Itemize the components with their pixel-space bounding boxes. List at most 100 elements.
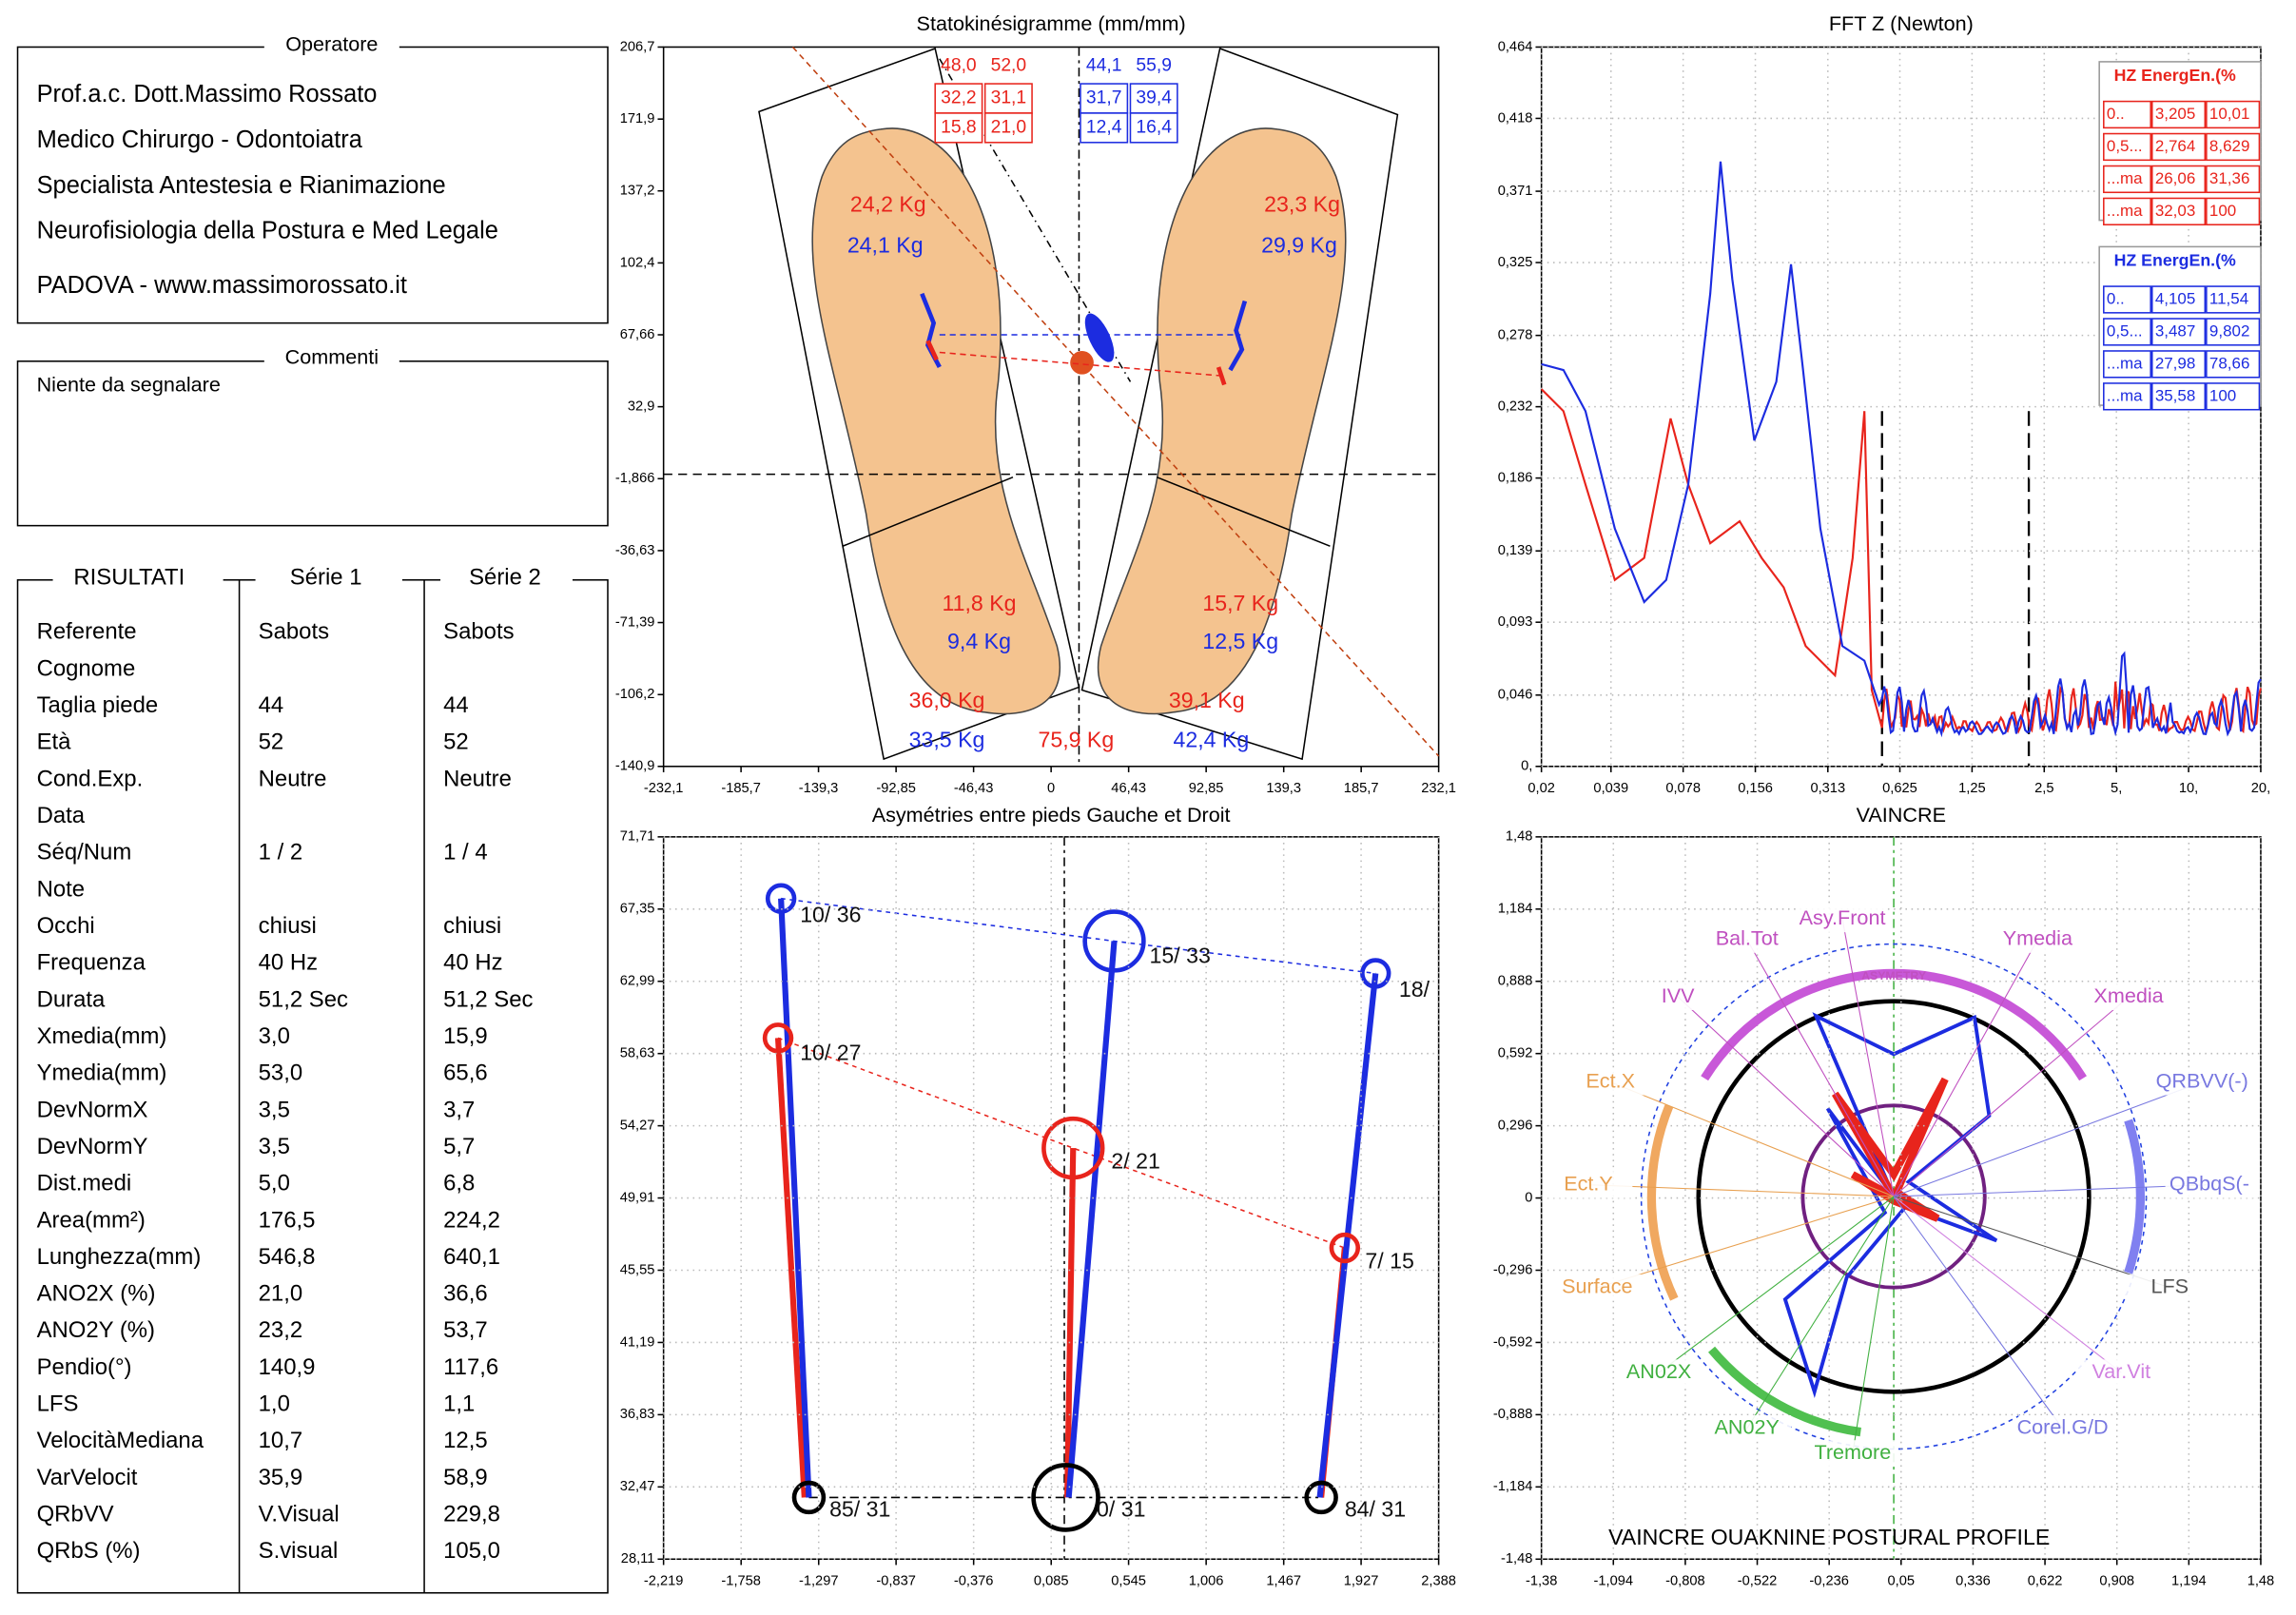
- fft-cell: [2103, 132, 2151, 162]
- y-tick-label: -36,63: [615, 543, 655, 558]
- weight-label: 36,0 Kg: [909, 688, 985, 712]
- y-tick-label: -140,9: [615, 759, 655, 774]
- results-header: RISULTATI: [73, 565, 185, 591]
- results-cell: Dist.medi: [37, 1171, 132, 1197]
- x-tick-label: 0,908: [2099, 1573, 2134, 1588]
- y-tick-label: 0: [1525, 1190, 1532, 1205]
- y-tick-label: 0,232: [1498, 399, 1533, 415]
- fft-cell-text: 10,01: [2209, 105, 2249, 123]
- point-label: 85/ 31: [829, 1496, 890, 1521]
- profile-label: QBbqS(-: [2170, 1171, 2249, 1195]
- table-cell: [1080, 83, 1129, 114]
- results-cell: 1,1: [443, 1391, 475, 1417]
- y-tick-label: -1,184: [1493, 1479, 1533, 1494]
- results-cell: Xmedia(mm): [37, 1023, 167, 1049]
- fft-cell: [2103, 197, 2151, 226]
- chart-title: Statokinésigramme (mm/mm): [917, 11, 1186, 35]
- operator-line: PADOVA - www.massimorossato.it: [37, 272, 407, 299]
- spoke: [1588, 1184, 1895, 1197]
- fft-cell: [2206, 165, 2261, 194]
- results-cell: Ymedia(mm): [37, 1060, 167, 1086]
- leg: [1064, 1148, 1077, 1498]
- results-cell: Taglia piede: [37, 692, 159, 718]
- x-tick-label: -185,7: [721, 781, 761, 796]
- label-bg: [2018, 1415, 2107, 1442]
- x-tick-label: 1,194: [2171, 1573, 2207, 1588]
- spectrum: [1541, 161, 2262, 738]
- label-bg: [1566, 1068, 1655, 1096]
- results-cell: 51,2 Sec: [259, 986, 348, 1012]
- y-tick-label: 67,35: [620, 902, 655, 917]
- y-tick-label: -106,2: [615, 687, 655, 702]
- y-tick-label: -1,48: [1501, 1551, 1532, 1566]
- frame-gap: [52, 565, 224, 595]
- profile: [1782, 1012, 1998, 1399]
- fft-cell-text: 100: [2209, 386, 2236, 404]
- x-tick-label: 0,02: [1527, 781, 1555, 796]
- x-tick-label: -92,85: [876, 781, 916, 796]
- y-tick-label: 1,184: [1498, 902, 1533, 917]
- profile-label: Ect.Y: [1564, 1171, 1613, 1195]
- results-cell: 40 Hz: [259, 950, 318, 976]
- fft-cell: [2103, 165, 2151, 194]
- fft-cell-text: 11,54: [2209, 289, 2248, 307]
- y-tick-label: 137,2: [620, 184, 655, 199]
- y-tick-label: 0,093: [1498, 614, 1533, 630]
- table-value: 21,0: [991, 117, 1027, 137]
- fft-cell-text: 9,802: [2209, 321, 2249, 340]
- profile-label: Ymedia: [2003, 926, 2073, 950]
- results-cell: 1 / 4: [443, 840, 488, 866]
- frame-gap: [263, 32, 399, 59]
- y-tick-label: 0,278: [1498, 328, 1533, 343]
- axis-line: [791, 46, 1440, 757]
- results-cell: Età: [37, 730, 72, 755]
- point-circle: [1329, 1232, 1361, 1264]
- fft-cell-text: 78,66: [2209, 354, 2249, 372]
- fft-cell-text: 27,98: [2155, 354, 2195, 372]
- cop-center: [1084, 313, 1115, 362]
- table-cell: [934, 112, 983, 144]
- point-label: 10/ 27: [800, 1040, 861, 1064]
- results-cell: 40 Hz: [443, 950, 502, 976]
- point-label: 15/ 33: [1150, 944, 1211, 968]
- x-tick-label: 1,467: [1266, 1573, 1301, 1588]
- leg: [778, 898, 812, 1498]
- results-cell: 546,8: [259, 1244, 316, 1270]
- spoke: [1609, 1081, 1895, 1197]
- fft-cell: [2206, 100, 2261, 129]
- results-cell: QRbVV: [37, 1502, 114, 1527]
- point-label: 10/ 36: [800, 902, 861, 926]
- label-bg: [1994, 926, 2082, 953]
- y-tick-label: 41,19: [620, 1334, 655, 1350]
- results-cell: 5,7: [443, 1134, 475, 1159]
- fft-cell: [2150, 350, 2207, 379]
- label-bg: [1703, 1415, 1792, 1442]
- table-value: 16,4: [1136, 117, 1172, 137]
- spoke: [1893, 1081, 2203, 1197]
- x-tick-label: -0,522: [1738, 1573, 1778, 1588]
- profile-label: ASYMETRY: [1861, 969, 1927, 983]
- results-cell: 229,8: [443, 1502, 500, 1527]
- fft-cell: [2150, 132, 2207, 162]
- y-tick-label: 45,55: [620, 1262, 655, 1277]
- table-value: 44,1: [1086, 56, 1122, 76]
- x-tick-label: -0,236: [1809, 1573, 1849, 1588]
- y-tick-label: 0,464: [1498, 39, 1533, 54]
- point-circle: [1041, 1116, 1105, 1180]
- y-tick-label: 0,186: [1498, 470, 1533, 485]
- x-tick-label: -1,297: [799, 1573, 839, 1588]
- results-cell: 21,0: [259, 1281, 303, 1307]
- results-cell: Area(mm²): [37, 1207, 146, 1233]
- y-tick-label: 54,27: [620, 1119, 655, 1134]
- y-tick-label: 0,046: [1498, 688, 1533, 703]
- chart-title: VAINCRE: [1857, 803, 1946, 827]
- fft-cell: [2206, 132, 2261, 162]
- results-cell: VarVelocit: [37, 1465, 138, 1490]
- results-cell: 1 / 2: [259, 840, 303, 866]
- results-cell: 53,0: [259, 1060, 303, 1086]
- x-tick-label: -0,376: [954, 1573, 994, 1588]
- x-tick-label: 20,: [2251, 781, 2270, 796]
- results-cell: Sabots: [259, 619, 329, 645]
- profile-label: QRBVV(-): [2156, 1068, 2248, 1092]
